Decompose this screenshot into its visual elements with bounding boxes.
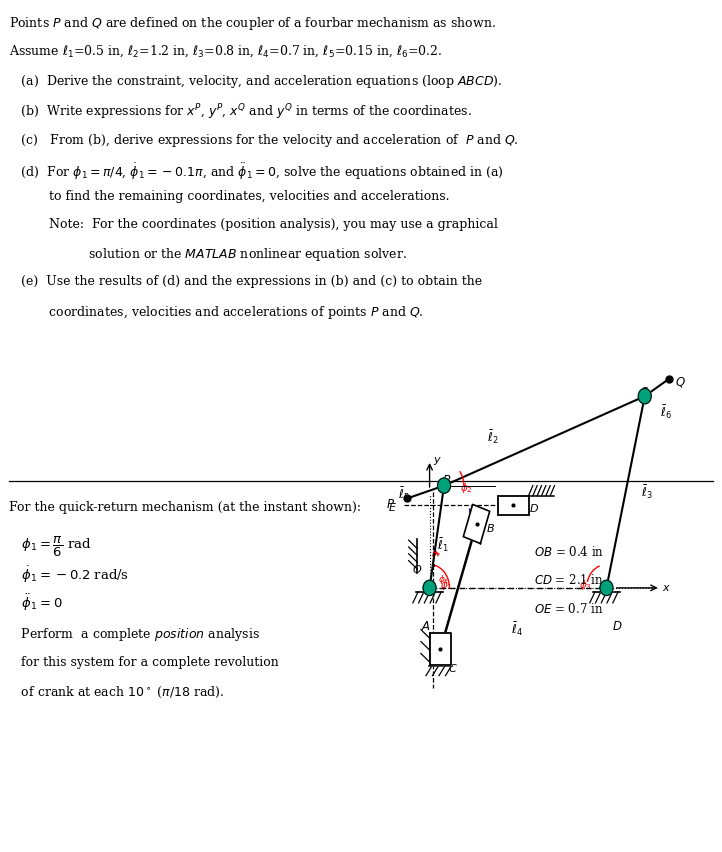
Text: $\bar{\ell}_4$: $\bar{\ell}_4$ — [511, 620, 523, 638]
Text: for this system for a complete revolution: for this system for a complete revolutio… — [9, 656, 279, 669]
Text: $B$: $B$ — [442, 474, 451, 486]
Text: (d)  For $\phi_1 = \pi/4$, $\dot{\phi}_1 = -0.1\pi$, and $\ddot{\phi}_1 = 0$, so: (d) For $\phi_1 = \pi/4$, $\dot{\phi}_1 … — [9, 162, 503, 182]
Text: $\phi_2$: $\phi_2$ — [460, 481, 473, 495]
Text: $D$: $D$ — [612, 620, 622, 633]
Text: $\phi_1$: $\phi_1$ — [438, 573, 449, 586]
Text: $y$: $y$ — [433, 455, 442, 467]
Text: $D$: $D$ — [529, 502, 539, 514]
Text: $x$: $x$ — [662, 583, 671, 593]
Text: $A$: $A$ — [421, 620, 431, 633]
Text: to find the remaining coordinates, velocities and accelerations.: to find the remaining coordinates, veloc… — [9, 190, 449, 203]
Text: For the quick-return mechanism (at the instant shown):: For the quick-return mechanism (at the i… — [9, 501, 361, 514]
Text: $CD$ = 2.1 in: $CD$ = 2.1 in — [534, 573, 604, 587]
Text: of crank at each $10^\circ$ ($\pi/18$ rad).: of crank at each $10^\circ$ ($\pi/18$ ra… — [9, 685, 224, 700]
Text: $C$: $C$ — [448, 662, 457, 674]
Text: $\phi_1 = \dfrac{\pi}{6}$ rad: $\phi_1 = \dfrac{\pi}{6}$ rad — [9, 535, 91, 559]
Circle shape — [438, 478, 451, 493]
Text: solution or the $\mathit{MATLAB}$ nonlinear equation solver.: solution or the $\mathit{MATLAB}$ nonlin… — [9, 246, 406, 263]
Text: Perform  a complete $\mathit{position}$ analysis: Perform a complete $\mathit{position}$ a… — [9, 626, 259, 643]
Text: $\ddot{\phi}_1 = 0$: $\ddot{\phi}_1 = 0$ — [9, 592, 62, 613]
Text: $\bar{\ell}_2$: $\bar{\ell}_2$ — [487, 428, 498, 446]
Text: $OB$ = 0.4 in: $OB$ = 0.4 in — [534, 545, 604, 559]
Text: $\bar{\ell}_5$: $\bar{\ell}_5$ — [398, 486, 410, 503]
Circle shape — [638, 389, 651, 404]
Circle shape — [600, 580, 613, 596]
Text: (b)  Write expressions for $x^P$, $y^P$, $x^Q$ and $y^Q$ in terms of the coordin: (b) Write expressions for $x^P$, $y^P$, … — [9, 102, 471, 122]
Text: $Q$: $Q$ — [675, 375, 686, 389]
Text: Note:  For the coordinates (position analysis), you may use a graphical: Note: For the coordinates (position anal… — [9, 218, 497, 231]
Text: Points $P$ and $Q$ are defined on the coupler of a fourbar mechanism as shown.: Points $P$ and $Q$ are defined on the co… — [9, 15, 495, 32]
Text: $C$: $C$ — [639, 386, 649, 399]
Text: Assume $\ell_1$=0.5 in, $\ell_2$=1.2 in, $\ell_3$=0.8 in, $\ell_4$=0.7 in, $\ell: Assume $\ell_1$=0.5 in, $\ell_2$=1.2 in,… — [9, 43, 442, 59]
Text: (c)   From (b), derive expressions for the velocity and acceleration of  $P$ and: (c) From (b), derive expressions for the… — [9, 132, 518, 149]
Text: (a)  Derive the constraint, velocity, and acceleration equations (loop $ABCD$).: (a) Derive the constraint, velocity, and… — [9, 73, 502, 90]
Circle shape — [423, 580, 436, 596]
Text: $\phi_1$: $\phi_1$ — [440, 578, 453, 591]
Text: $\bar{\ell}_1$: $\bar{\ell}_1$ — [437, 537, 448, 555]
Text: $O$: $O$ — [412, 563, 422, 575]
Text: (e)  Use the results of (d) and the expressions in (b) and (c) to obtain the: (e) Use the results of (d) and the expre… — [9, 275, 482, 289]
Text: coordinates, velocities and accelerations of points $P$ and $Q$.: coordinates, velocities and acceleration… — [9, 303, 423, 320]
Polygon shape — [430, 633, 451, 665]
Text: $B$: $B$ — [486, 522, 495, 534]
Text: $P$: $P$ — [386, 498, 395, 511]
Text: $\bar{\ell}_3$: $\bar{\ell}_3$ — [642, 484, 653, 501]
Text: $\dot{\phi}_1 = -0.2$ rad/s: $\dot{\phi}_1 = -0.2$ rad/s — [9, 564, 129, 584]
Text: $OE$ = 0.7 in: $OE$ = 0.7 in — [534, 602, 604, 615]
Bar — [498, 496, 529, 515]
Text: $E$: $E$ — [388, 501, 397, 513]
Polygon shape — [464, 504, 490, 544]
Text: $\bar{\ell}_6$: $\bar{\ell}_6$ — [660, 403, 671, 421]
Text: $\phi_3$: $\phi_3$ — [579, 578, 592, 591]
